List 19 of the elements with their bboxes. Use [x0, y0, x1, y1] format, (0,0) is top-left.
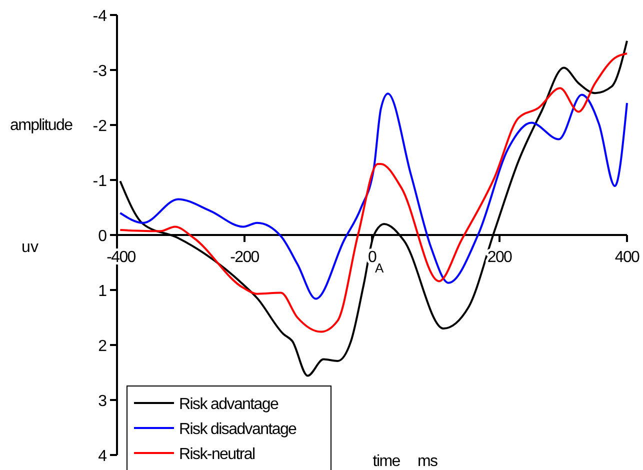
x-axis-title: time ms [372, 453, 438, 470]
y-tick-label: 2 [98, 338, 108, 355]
x-tick-label: 200 [487, 249, 513, 266]
y-tick-label: 0 [98, 228, 108, 245]
annotation: A [375, 260, 384, 276]
y-tick-label: 4 [98, 448, 108, 465]
text: uv [22, 239, 38, 256]
y-tick-label: 1 [98, 283, 108, 300]
y-tick-label: -4 [92, 8, 108, 25]
y-tick-label: -2 [92, 118, 108, 135]
legend-label: Risk advantage [179, 396, 279, 413]
legend-label: Risk-neutral [179, 446, 256, 463]
y-axis-title: amplitude [10, 117, 74, 134]
y-tick-label: -1 [92, 173, 108, 190]
x-tick-label: -200 [230, 249, 260, 266]
y-tick-label: 3 [98, 393, 108, 410]
y-tick-label: -3 [92, 63, 108, 80]
x-tick-label: 400 [614, 249, 640, 266]
legend-label: Risk disadvantage [179, 421, 298, 438]
